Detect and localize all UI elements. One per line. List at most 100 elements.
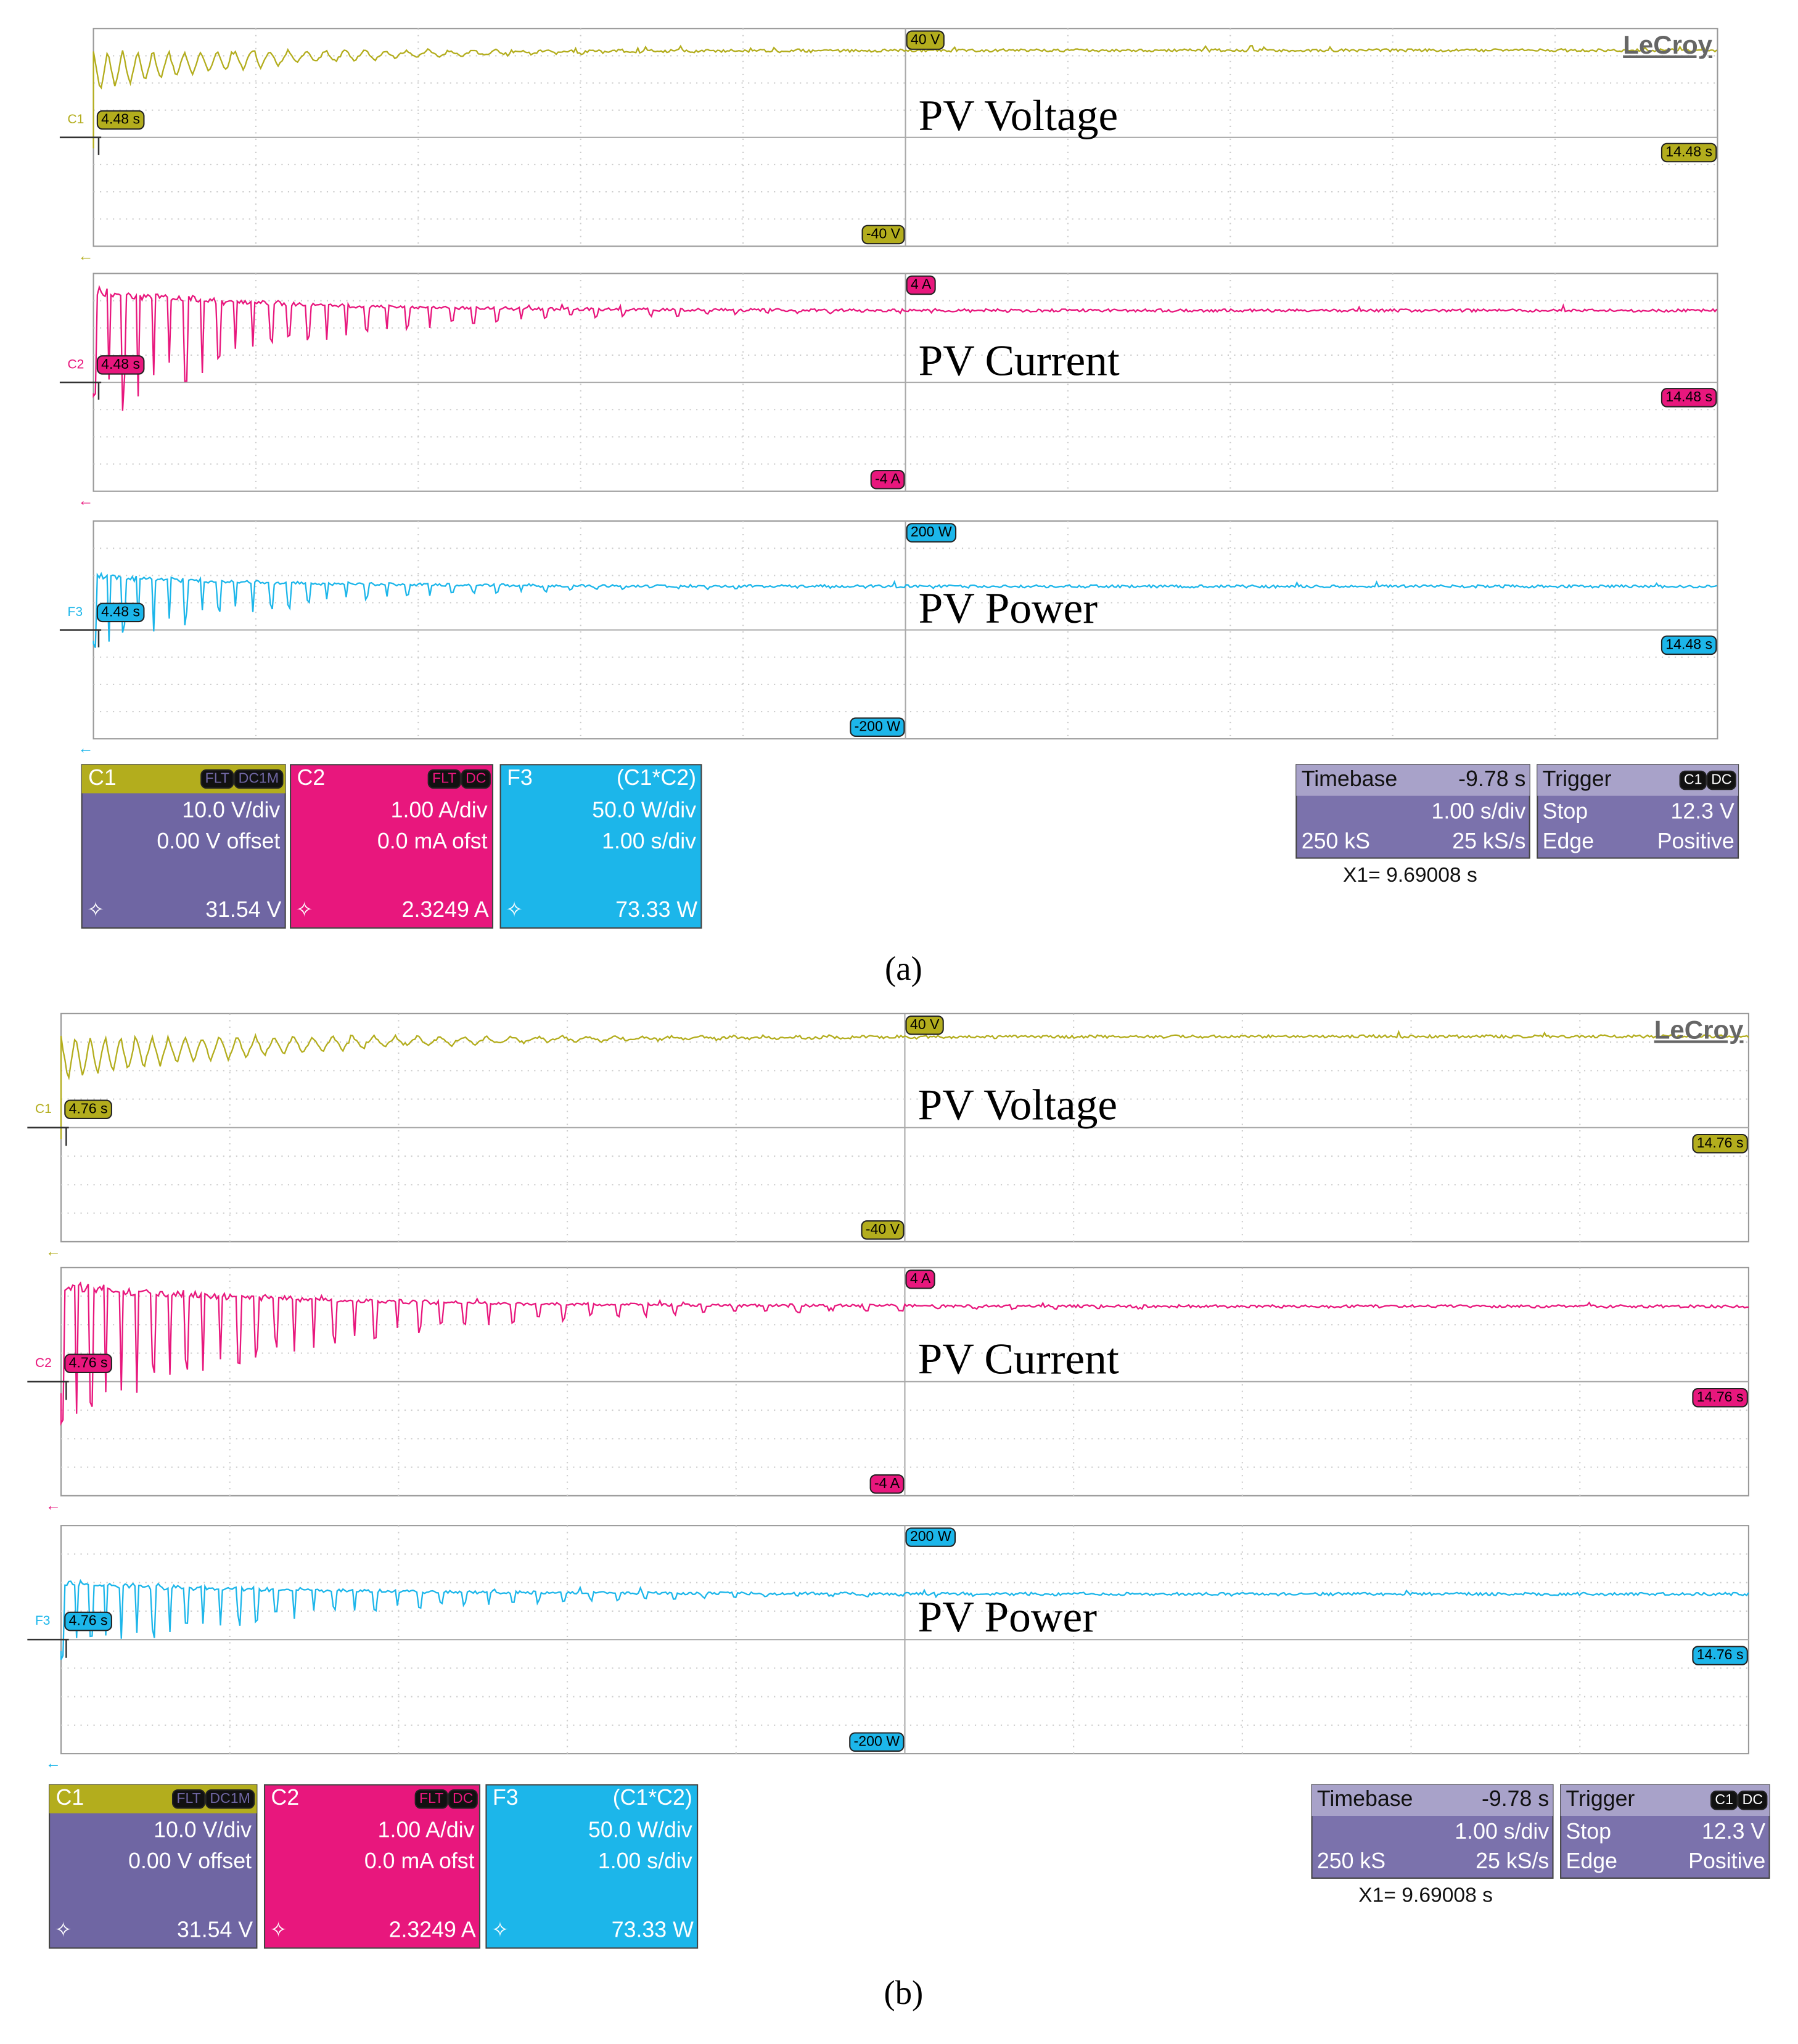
- right-time-bg: [1692, 1646, 1748, 1665]
- channel-setting: 1.00 A/div: [391, 797, 488, 822]
- arrow: ←: [46, 1242, 61, 1260]
- top-label: 40 V: [910, 1016, 940, 1032]
- bottom-label: -200 W: [855, 718, 901, 734]
- right-time-bg: [1660, 635, 1717, 655]
- channel-tag: C1: [35, 1102, 52, 1116]
- channel-name: C1: [88, 765, 117, 790]
- channel-setting: 0.00 V offset: [128, 1849, 252, 1873]
- left-time-bg: [96, 110, 145, 130]
- channel-reading: 31.54 V: [205, 897, 281, 922]
- channel-setting: 1.00 s/div: [598, 1849, 692, 1873]
- caption: (b): [884, 1974, 923, 2011]
- trace-title: PV Voltage: [919, 91, 1119, 140]
- channel-reading: 31.54 V: [177, 1918, 253, 1942]
- trigger-tag-chip: C1: [1715, 1791, 1733, 1807]
- channel-box: [485, 1784, 699, 1949]
- waveform: [92, 285, 1718, 411]
- left-time: 4.48 s: [101, 603, 140, 619]
- logo: LeCroy: [1623, 30, 1712, 59]
- bottom-label-bg: [870, 470, 905, 490]
- trigger-tag-chip-bg: [1706, 770, 1736, 790]
- bottom-label-bg: [861, 1220, 905, 1240]
- channel-name: C2: [271, 1785, 300, 1810]
- left-time-bg: [64, 1353, 112, 1373]
- bottom-label: -4 A: [875, 470, 901, 486]
- right-time: 14.76 s: [1697, 1646, 1744, 1662]
- arrow: ←: [78, 740, 93, 757]
- channel-setting: 1.00 A/div: [378, 1818, 475, 1842]
- channel-setting: 0.00 V offset: [157, 829, 280, 853]
- bottom-label-bg: [849, 1732, 905, 1752]
- cursor-icon: ✧: [54, 1919, 72, 1942]
- right-time: 14.48 s: [1665, 144, 1712, 160]
- channel-source: (C1*C2): [617, 765, 696, 790]
- timebase-header: [1312, 1784, 1553, 1816]
- left-time-bg: [96, 602, 145, 623]
- right-time-bg: [1692, 1387, 1748, 1408]
- trigger-level: 12.3 V: [1671, 798, 1734, 823]
- trigger-mode: Stop: [1566, 1819, 1611, 1844]
- timebase-label: Timebase: [1302, 766, 1398, 791]
- left-time: 4.48 s: [101, 111, 140, 127]
- cursor-icon: ✧: [295, 899, 313, 922]
- bottom-label: -4 A: [874, 1475, 900, 1491]
- timebase-label: Timebase: [1317, 1786, 1413, 1811]
- channel-tag: C1: [68, 112, 84, 126]
- channel-tag-chip-bg: [461, 769, 491, 789]
- trace-title: PV Voltage: [917, 1081, 1117, 1130]
- channel-setting: 10.0 V/div: [154, 1818, 252, 1842]
- channel-reading: 73.33 W: [615, 897, 697, 922]
- channel-tag: F3: [35, 1614, 51, 1628]
- trigger-tag-chip-bg: [1710, 1791, 1738, 1810]
- left-time: 4.76 s: [69, 1354, 108, 1370]
- channel-box: [290, 764, 494, 929]
- channel-tag: F3: [68, 605, 83, 619]
- channel-name: C1: [56, 1785, 84, 1810]
- caption: (a): [885, 950, 922, 987]
- top-label-bg: [906, 275, 936, 295]
- channel-tag: C2: [35, 1356, 52, 1370]
- right-time: 14.48 s: [1665, 636, 1712, 652]
- channel-setting: 50.0 W/div: [588, 1818, 692, 1842]
- arrow: ←: [46, 1755, 61, 1772]
- trigger-tag-chip: DC: [1711, 771, 1731, 787]
- timebase-delay: -9.78 s: [1458, 766, 1525, 791]
- channel-tag-chip: FLT: [176, 1790, 200, 1806]
- timebase-delay: -9.78 s: [1482, 1786, 1549, 1811]
- top-label-bg: [906, 523, 957, 543]
- top-label: 4 A: [910, 1270, 931, 1286]
- cursor-icon: ✧: [506, 899, 523, 922]
- trace-title: PV Power: [919, 584, 1098, 633]
- bottom-label: -40 V: [866, 226, 901, 242]
- bottom-label-bg: [850, 717, 905, 737]
- channel-name: F3: [507, 765, 533, 790]
- channel-tag: C2: [68, 357, 84, 371]
- trigger-slope: Positive: [1657, 829, 1734, 853]
- channel-tag-chip-bg: [205, 1789, 255, 1809]
- channel-tag-chip-bg: [414, 1789, 448, 1809]
- top-label-bg: [905, 1015, 944, 1035]
- cursor-icon: ✧: [269, 1919, 287, 1942]
- left-time-bg: [64, 1099, 112, 1119]
- channel-setting: 10.0 V/div: [182, 797, 280, 822]
- bottom-label: -40 V: [866, 1221, 900, 1237]
- channel-tag-chip: DC1M: [210, 1790, 250, 1806]
- channel-setting: 0.0 mA ofst: [377, 829, 488, 853]
- timebase-samples: 250 kS: [1317, 1849, 1385, 1873]
- trigger-type: Edge: [1566, 1849, 1617, 1873]
- channel-setting: 1.00 s/div: [602, 829, 696, 853]
- top-label: 4 A: [911, 276, 932, 292]
- channel-tag-chip: FLT: [205, 770, 229, 786]
- left-time: 4.48 s: [101, 356, 140, 372]
- ground-marker: [27, 1638, 69, 1658]
- top-label: 200 W: [911, 523, 952, 540]
- channel-tag-chip: DC: [466, 770, 486, 786]
- right-time-bg: [1692, 1133, 1748, 1154]
- channel-tag-chip-bg: [200, 769, 234, 789]
- arrow: ←: [46, 1496, 61, 1514]
- channel-tag-chip: DC1M: [239, 770, 279, 786]
- trigger-level: 12.3 V: [1702, 1819, 1765, 1844]
- channel-box: [263, 1784, 481, 1949]
- channel-reading: 2.3249 A: [402, 897, 489, 922]
